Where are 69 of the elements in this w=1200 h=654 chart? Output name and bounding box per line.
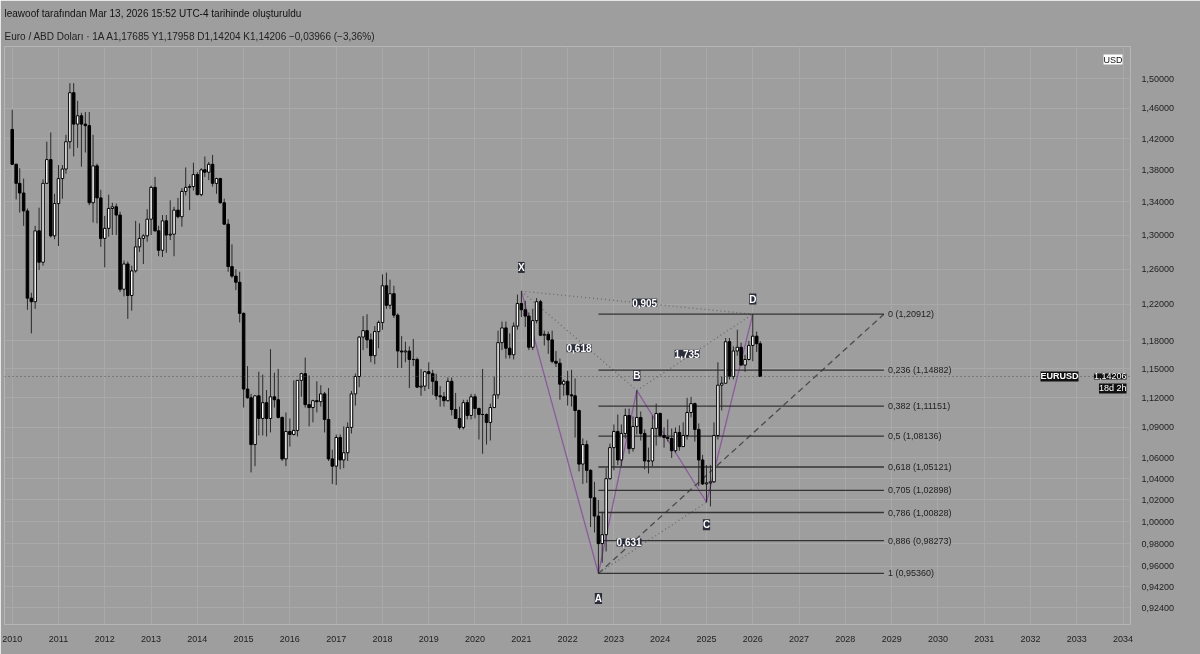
y-tick-label: 1,26000 [1141, 264, 1175, 275]
annotation: 1,735 [674, 348, 701, 360]
chart-subtitle: Euro / ABD Doları · 1A A1,17685 Y1,17958 D1,14204 K1,14206 −0,03966 (−3,36%) [4, 30, 375, 42]
annotation: 0,905 [632, 297, 658, 309]
x-tick-label: 2010 [2, 633, 23, 644]
y-tick-label: 1,46000 [1141, 103, 1175, 114]
x-tick-label: 2023 [603, 633, 624, 644]
y-tick-label: 1,30000 [1141, 230, 1175, 241]
x-tick-label: 2026 [742, 633, 763, 644]
x-tick-label: 2017 [326, 633, 347, 644]
x-tick-label: 2030 [927, 633, 948, 644]
y-tick-label: 1,42000 [1141, 133, 1175, 144]
x-tick-label: 2020 [464, 633, 486, 644]
annotation: B [633, 370, 641, 382]
annotation: D [749, 293, 757, 305]
x-tick-label: 2034 [1113, 633, 1134, 644]
series-label: 0,618 (1,05121) [887, 461, 952, 472]
y-tick-label: 1,12000 [1141, 392, 1175, 403]
y-tick-label: 1,00000 [1141, 516, 1175, 527]
y-tick-label: 0,94200 [1141, 581, 1175, 592]
x-tick-label: 2013 [141, 633, 162, 644]
series-label: 0 (1,20912) [887, 309, 934, 320]
x-tick-label: 2032 [1020, 633, 1041, 644]
x-tick-label: 2027 [789, 633, 810, 644]
series-label: 0,786 (1,00828) [887, 507, 952, 518]
x-tick-label: 2031 [974, 633, 995, 644]
annotation: C [702, 519, 711, 531]
y-tick-label: 1,38000 [1141, 164, 1175, 175]
series-label: 0,382 (1,11151) [887, 401, 951, 412]
x-tick-label: 2015 [233, 633, 254, 644]
annotation: 0,631 [616, 537, 643, 549]
x-tick-label: 2021 [511, 633, 532, 644]
series-label: 0,886 (0,98273) [887, 535, 952, 546]
x-tick-label: 2024 [650, 633, 671, 644]
annotation: USD [1103, 54, 1123, 65]
x-tick-label: 2012 [94, 633, 115, 644]
y-tick-label: 1,15000 [1141, 363, 1175, 374]
x-tick-label: 2029 [881, 633, 902, 644]
series-label: 0,705 (1,02898) [887, 485, 952, 496]
series-label: 0,236 (1,14882) [887, 365, 952, 376]
chart-title: leawoof tarafından Mar 13, 2026 15:52 UTC-4 tarihinde oluşturuldu [4, 7, 302, 19]
annotation: X [518, 261, 526, 273]
y-tick-label: 1,02000 [1141, 494, 1175, 505]
annotation: 0,618 [566, 343, 592, 355]
y-tick-label: 1,34000 [1141, 196, 1175, 207]
x-tick-label: 2033 [1066, 633, 1087, 644]
series-label: 1 (0,95360) [887, 568, 934, 579]
y-tick-label: 1,09000 [1141, 422, 1175, 433]
y-tick-label: 1,18000 [1141, 335, 1175, 346]
ref-line-label: EURUSD [1040, 371, 1079, 382]
x-tick-label: 2018 [372, 633, 393, 644]
x-tick-label: 2022 [557, 633, 578, 644]
x-tick-label: 2014 [187, 633, 208, 644]
annotation: A [594, 592, 603, 604]
annotation: 18d 2h [1098, 383, 1127, 394]
x-tick-label: 2016 [279, 633, 300, 644]
x-tick-label: 2028 [835, 633, 856, 644]
x-tick-label: 2011 [48, 633, 69, 644]
x-tick-label: 2019 [418, 633, 439, 644]
series-label: 0,5 (1,08136) [887, 431, 942, 442]
y-tick-label: 0,92400 [1141, 602, 1175, 613]
x-tick-label: 2025 [696, 633, 717, 644]
y-tick-label: 0,96000 [1141, 561, 1175, 572]
y-tick-label: 1,06000 [1141, 452, 1175, 463]
annotation: 1,14206 [1093, 371, 1127, 382]
y-tick-label: 1,04000 [1141, 473, 1175, 484]
y-tick-label: 1,50000 [1141, 73, 1175, 84]
y-tick-label: 0,98000 [1141, 538, 1175, 549]
y-tick-label: 1,22000 [1141, 299, 1175, 310]
